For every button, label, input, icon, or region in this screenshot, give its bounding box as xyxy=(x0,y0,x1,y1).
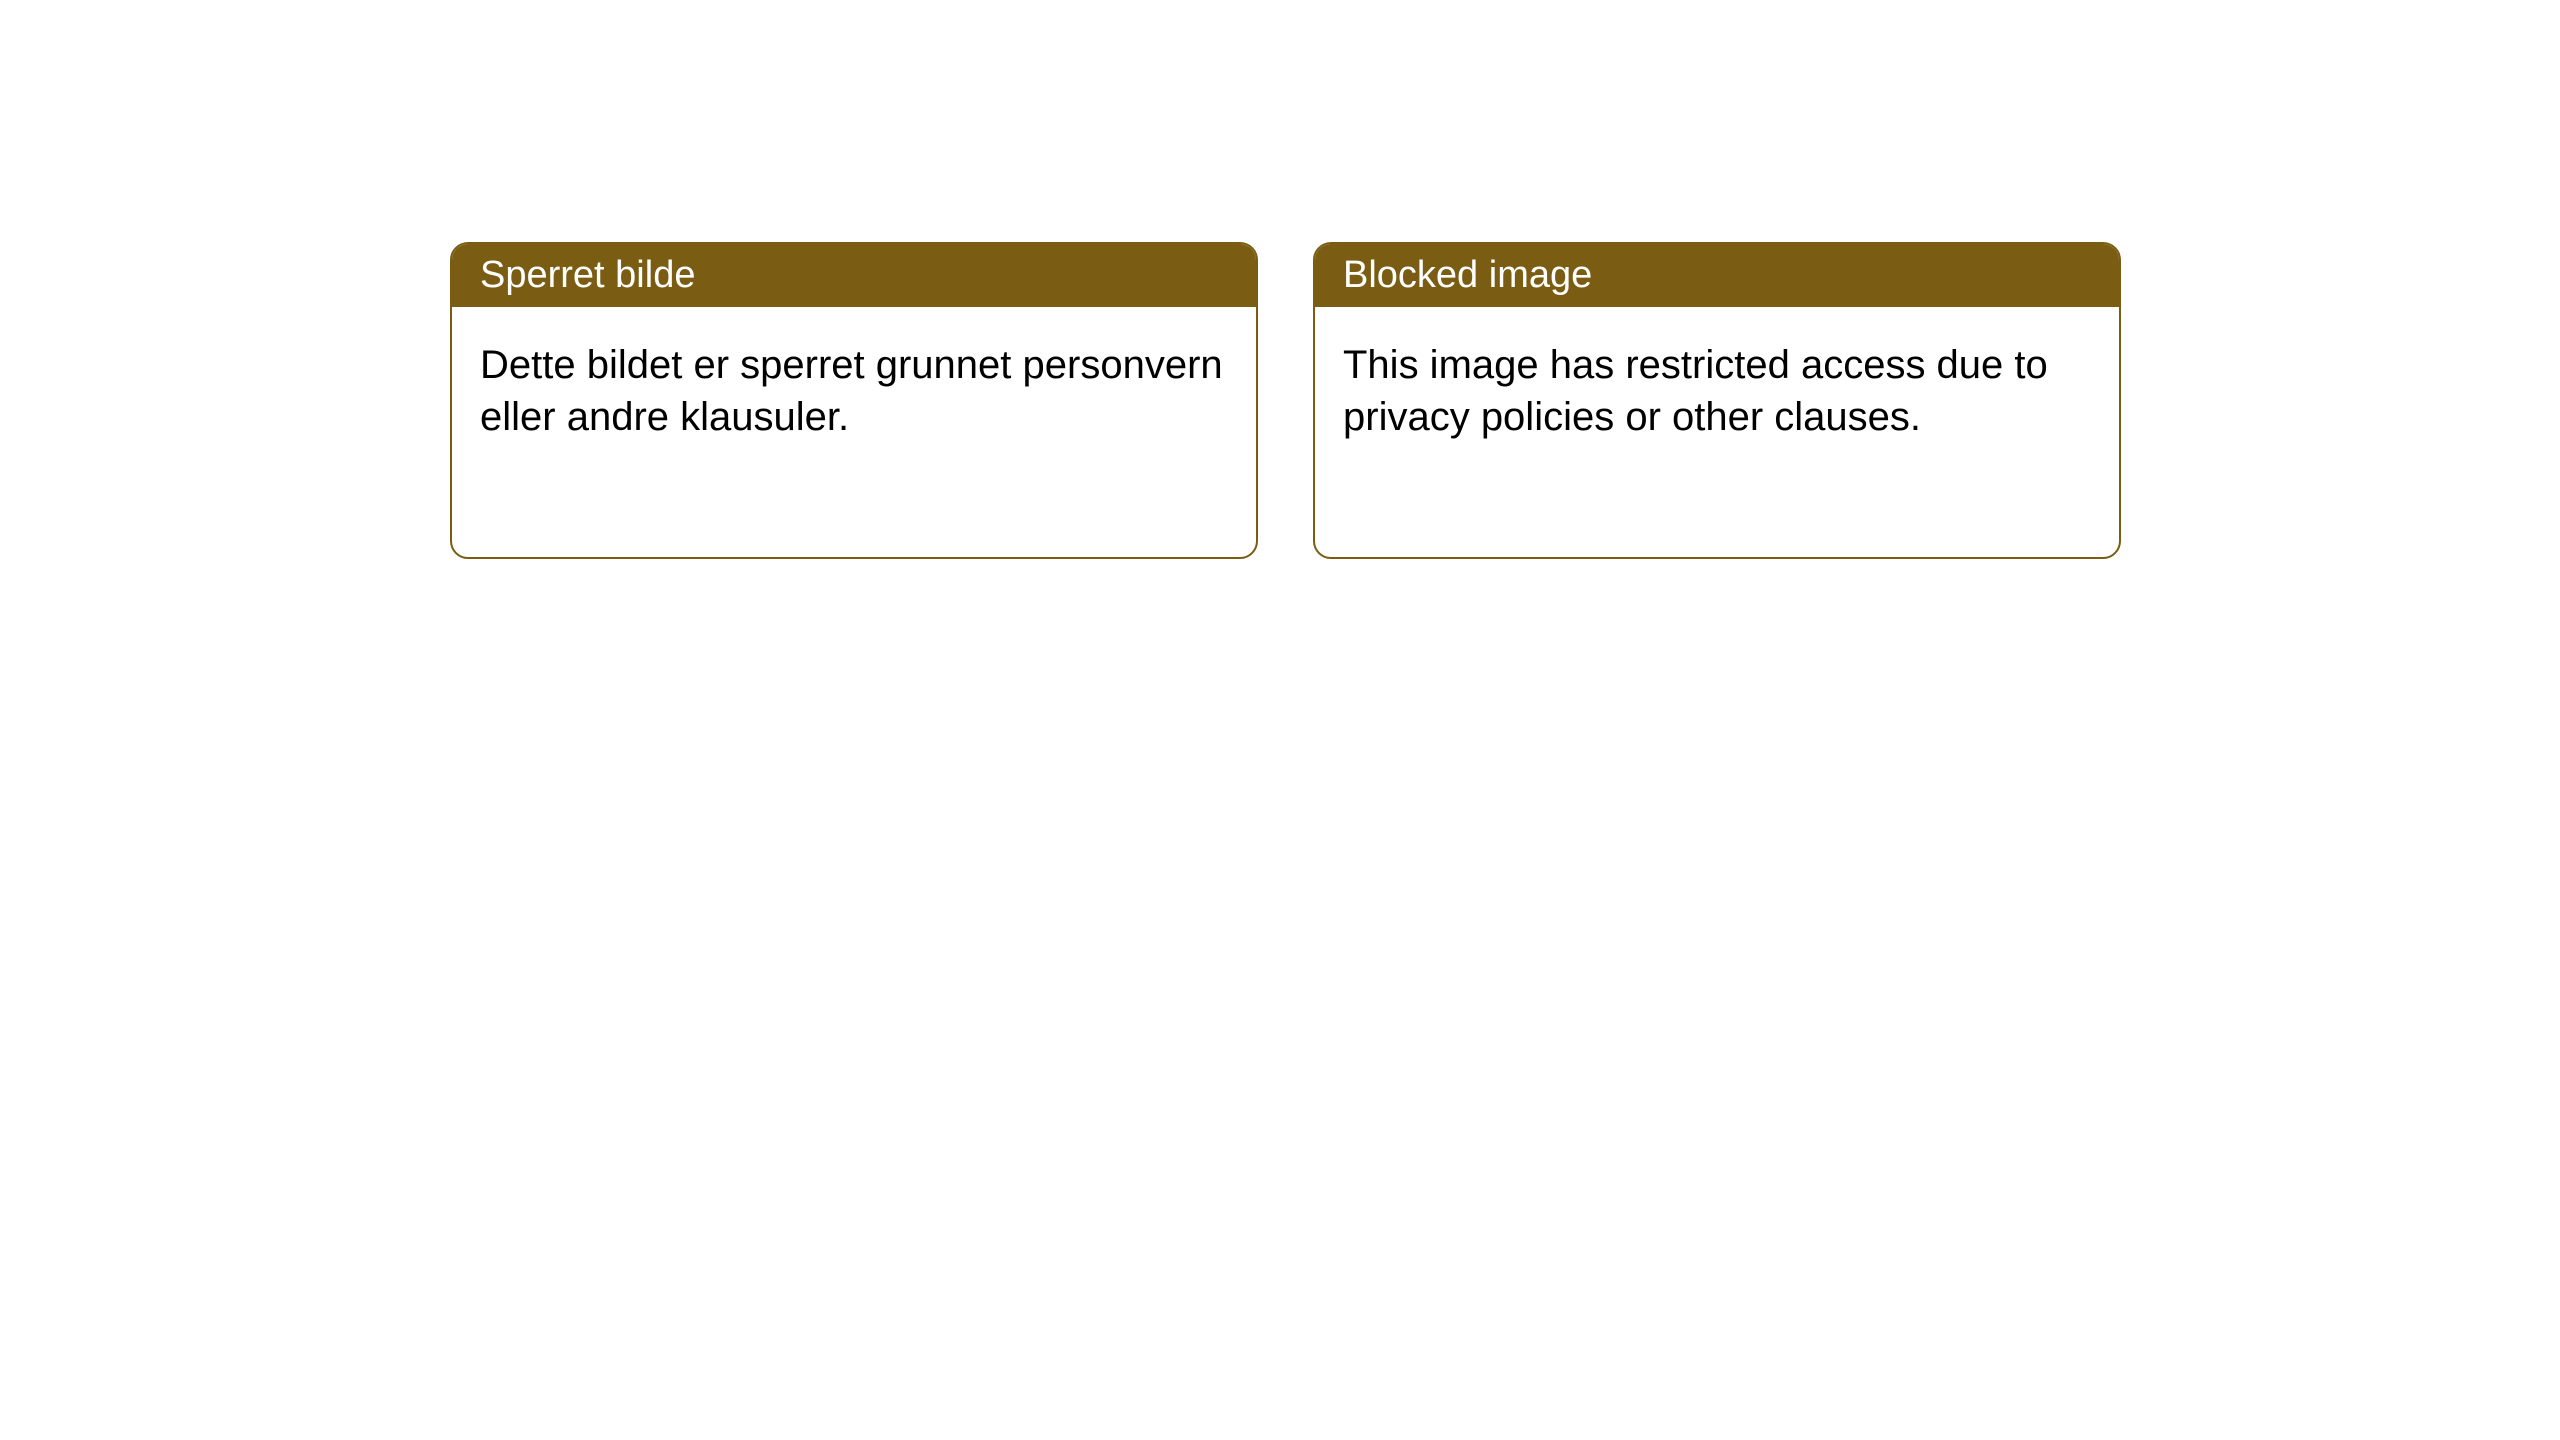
notice-title: Blocked image xyxy=(1343,254,1592,296)
notice-header: Blocked image xyxy=(1315,244,2119,307)
notice-card-english: Blocked image This image has restricted … xyxy=(1313,242,2121,559)
notice-message: Dette bildet er sperret grunnet personve… xyxy=(480,343,1223,439)
notice-container: Sperret bilde Dette bildet er sperret gr… xyxy=(450,242,2121,559)
notice-body: Dette bildet er sperret grunnet personve… xyxy=(452,307,1256,557)
notice-header: Sperret bilde xyxy=(452,244,1256,307)
notice-title: Sperret bilde xyxy=(480,254,695,296)
notice-body: This image has restricted access due to … xyxy=(1315,307,2119,557)
notice-message: This image has restricted access due to … xyxy=(1343,343,2048,439)
notice-card-norwegian: Sperret bilde Dette bildet er sperret gr… xyxy=(450,242,1258,559)
